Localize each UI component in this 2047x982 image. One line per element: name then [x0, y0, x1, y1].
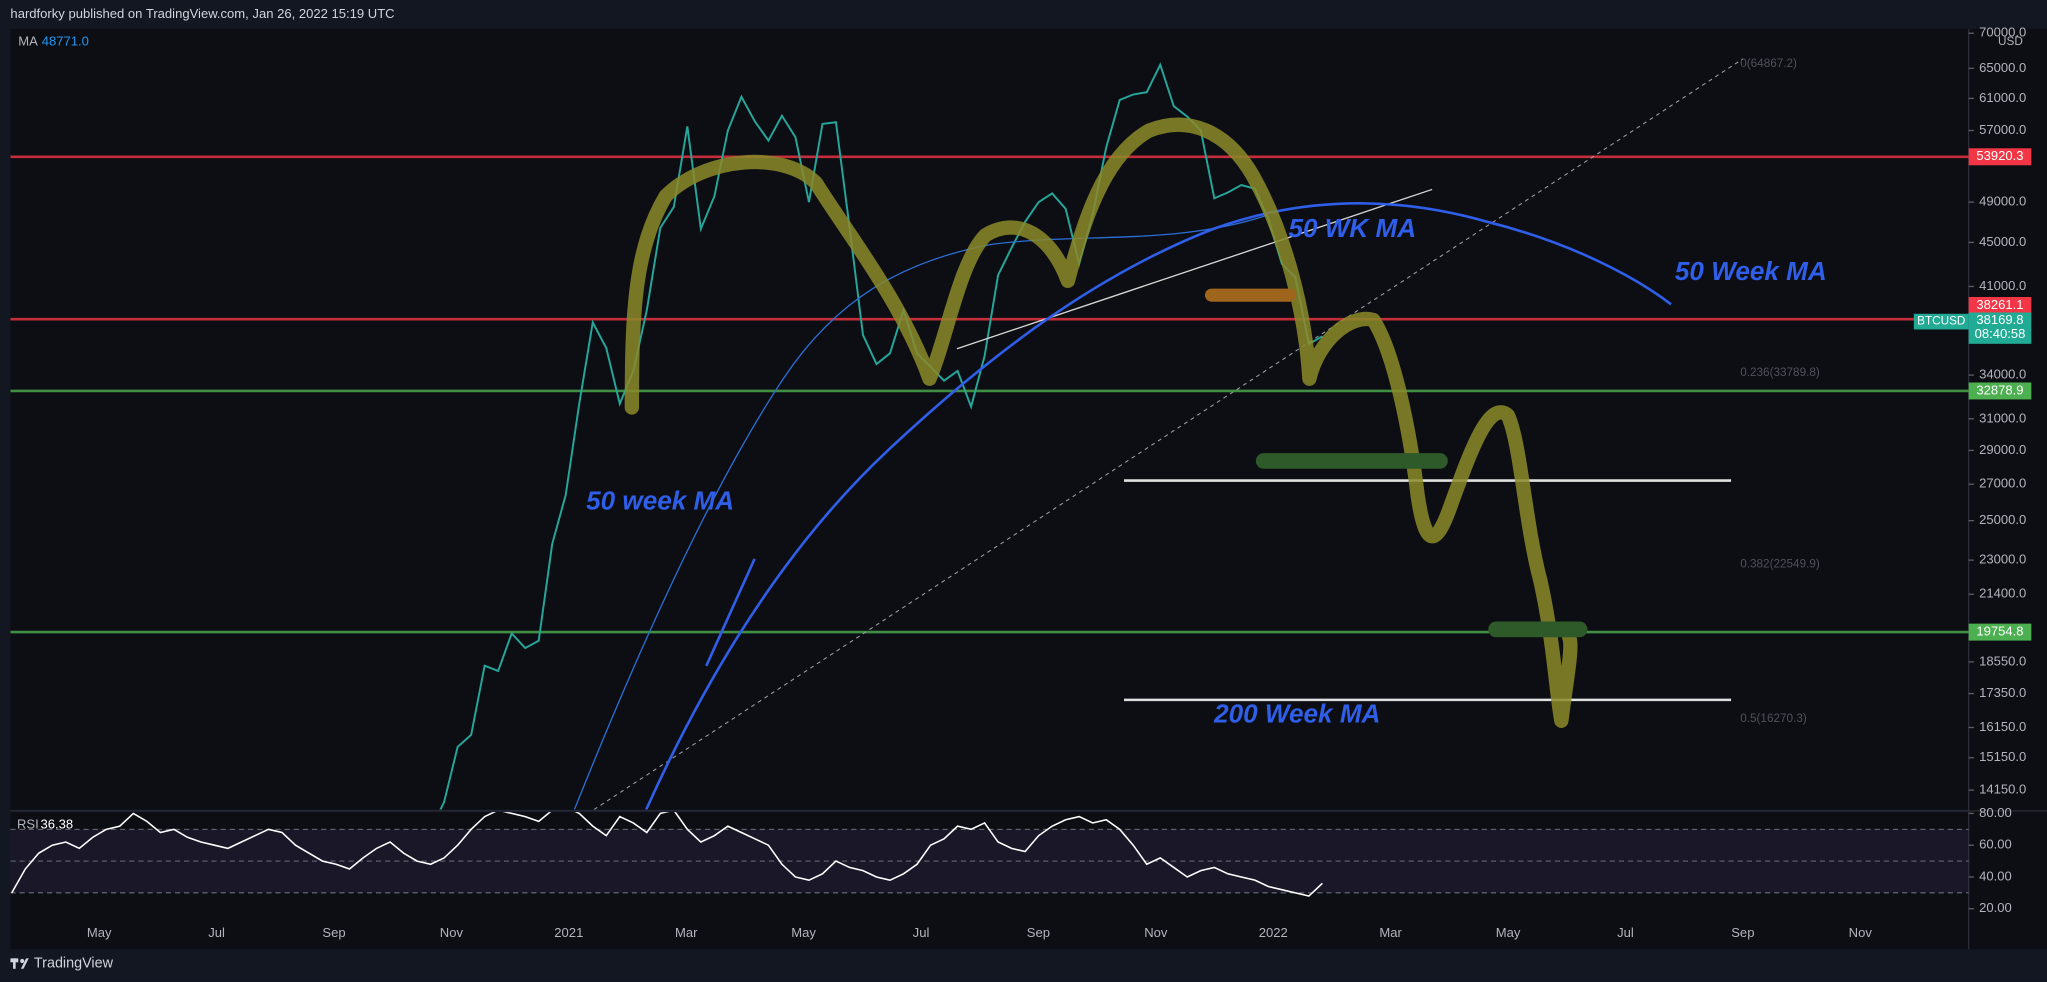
publisher: hardforky published on TradingView.com, … — [10, 6, 394, 21]
ma-curve-thick — [645, 201, 1672, 810]
price-label: 53920.3 — [1976, 148, 2023, 163]
x-tick-label: May — [791, 925, 816, 940]
y-tick-label: 17350.0 — [1979, 685, 2026, 700]
y-tick-label: 41000.0 — [1979, 278, 2026, 293]
y-tick-label: 14150.0 — [1979, 782, 2026, 797]
fib-label: 0.382(22549.9) — [1740, 557, 1820, 570]
rsi-layer — [10, 812, 1969, 897]
price-label: 19754.8 — [1976, 624, 2023, 639]
x-tick-label: Jul — [208, 925, 225, 940]
price-pane — [10, 28, 1969, 810]
x-tick-label: Nov — [440, 925, 464, 940]
annotation: 200 Week MA — [1213, 698, 1380, 728]
fib-label: 0.5(16270.3) — [1740, 712, 1807, 725]
trendline — [956, 188, 1433, 350]
time-axis — [10, 920, 1969, 950]
x-tick-label: Mar — [675, 925, 698, 940]
y-tick-label: 15150.0 — [1979, 749, 2026, 764]
annotation: 50 WK MA — [1289, 213, 1417, 243]
symbol-box — [1913, 313, 1969, 330]
y-tick-label: 57000.0 — [1979, 122, 2026, 137]
annotation: 50 week MA — [586, 486, 734, 516]
price-box — [1968, 623, 2032, 641]
symbol-name: BTCUSD — [1917, 315, 1965, 328]
y-tick-label: 70000.0 — [1979, 25, 2026, 40]
price-label: 38169.8 — [1976, 312, 2023, 327]
y-tick-label: 60.00 — [1979, 837, 2012, 852]
y-tick-label: 65000.0 — [1979, 60, 2026, 75]
y-tick-label: 61000.0 — [1979, 90, 2026, 105]
forecast-drawing — [624, 117, 1578, 728]
y-tick-label: 31000.0 — [1979, 410, 2026, 425]
x-tick-label: Sep — [322, 925, 345, 940]
rsi-name: RSI — [17, 817, 39, 832]
x-tick-label: May — [87, 925, 112, 940]
y-tick-label: 27000.0 — [1979, 476, 2026, 491]
price-box — [1968, 312, 2032, 344]
y-tick-label: 45000.0 — [1979, 234, 2026, 249]
price-axis — [1968, 28, 2047, 950]
y-tick-label: 18550.0 — [1979, 653, 2026, 668]
x-tick-label: Jul — [1617, 925, 1634, 940]
dashed-trendline — [593, 58, 1744, 810]
y-tick-label: 34000.0 — [1979, 367, 2026, 382]
y-tick-label: 20.00 — [1979, 900, 2012, 915]
x-tick-label: Nov — [1144, 925, 1168, 940]
price-line — [439, 62, 1323, 810]
rsi-line — [11, 812, 1323, 897]
ma-name: MA — [18, 33, 38, 48]
y-tick-label: 80.00 — [1979, 805, 2012, 820]
price-box — [1968, 382, 2032, 400]
x-tick-label: 2022 — [1259, 925, 1288, 940]
y-tick-label: 23000.0 — [1979, 552, 2026, 567]
x-tick-label: Nov — [1849, 925, 1873, 940]
x-tick-label: 2021 — [554, 925, 583, 940]
price-box — [1968, 148, 2032, 166]
fib-label: 0.236(33789.8) — [1740, 366, 1820, 379]
ma-value: 48771.0 — [42, 33, 89, 48]
y-tick-label: 29000.0 — [1979, 442, 2026, 457]
y-tick-label: 21400.0 — [1979, 586, 2026, 601]
countdown: 08:40:58 — [1975, 326, 2026, 341]
x-tick-label: Sep — [1027, 925, 1050, 940]
fib-label: 0(64867.2) — [1740, 57, 1797, 70]
x-tick-label: Mar — [1379, 925, 1402, 940]
x-tick-label: May — [1496, 925, 1521, 940]
price-layer: 0(64867.2) 0.236(33789.8) 0.382(22549.9) 0.… — [10, 57, 1969, 810]
annotation: 50 Week MA — [1675, 256, 1827, 286]
brand: TradingView — [34, 955, 114, 971]
price-box — [1968, 296, 2032, 314]
unit: USD — [1998, 35, 2023, 48]
y-tick-label: 40.00 — [1979, 868, 2012, 883]
rsi-value: 36.38 — [40, 817, 73, 832]
ma-curve — [573, 214, 1267, 810]
y-tick-label: 25000.0 — [1979, 512, 2026, 527]
price-label: 32878.9 — [1976, 382, 2023, 397]
y-tick-label: 16150.0 — [1979, 719, 2026, 734]
x-tick-label: Sep — [1731, 925, 1754, 940]
price-label: 38261.1 — [1976, 297, 2023, 312]
drawings — [573, 58, 1744, 810]
y-tick-label: 49000.0 — [1979, 194, 2026, 209]
pen-stroke — [705, 558, 756, 667]
x-tick-label: Jul — [913, 925, 930, 940]
logo — [10, 958, 29, 969]
